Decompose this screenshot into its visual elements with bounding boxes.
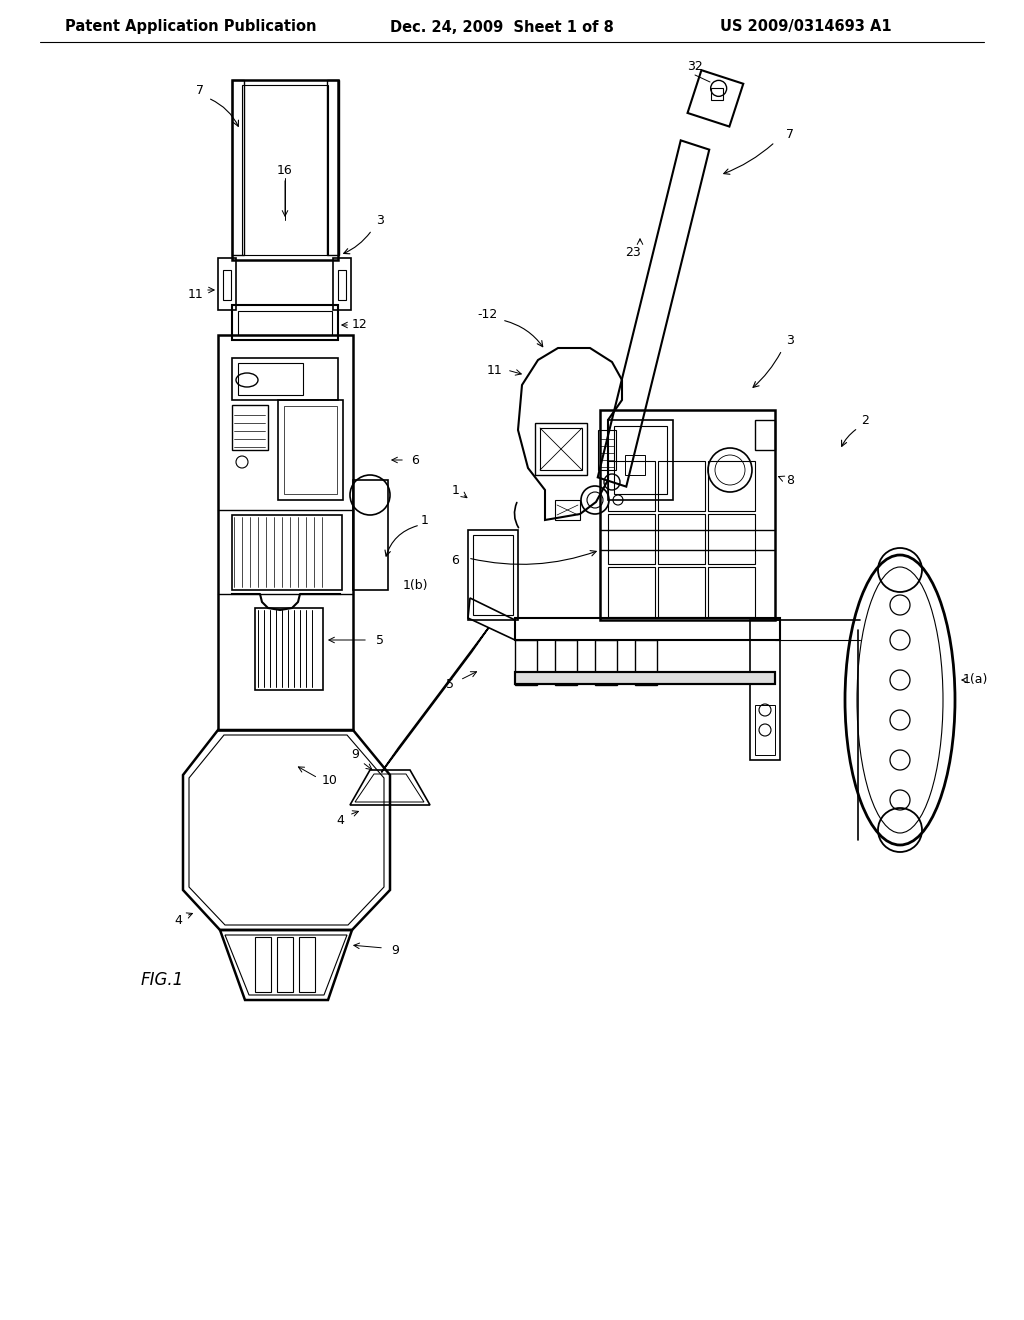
- Text: 1(b): 1(b): [402, 578, 428, 591]
- Text: 32: 32: [687, 61, 702, 74]
- Bar: [468, 531, 518, 620]
- Bar: [218, 335, 353, 730]
- Bar: [625, 455, 645, 475]
- Bar: [755, 420, 775, 450]
- Bar: [595, 640, 617, 685]
- Bar: [708, 568, 755, 616]
- Bar: [608, 461, 655, 511]
- Bar: [284, 407, 337, 494]
- Bar: [255, 609, 323, 690]
- Bar: [232, 81, 244, 255]
- Text: Patent Application Publication: Patent Application Publication: [65, 20, 316, 34]
- Bar: [238, 363, 303, 395]
- Bar: [278, 400, 343, 500]
- Text: 1: 1: [452, 483, 460, 496]
- Text: 9: 9: [391, 944, 399, 957]
- Text: 3: 3: [376, 214, 384, 227]
- Bar: [515, 618, 780, 640]
- Text: -12: -12: [478, 309, 498, 322]
- Text: 10: 10: [323, 774, 338, 787]
- Bar: [515, 640, 537, 685]
- Text: 12: 12: [352, 318, 368, 331]
- Text: 5: 5: [446, 678, 454, 692]
- Bar: [658, 513, 705, 564]
- Bar: [299, 937, 315, 993]
- Bar: [608, 420, 673, 500]
- Bar: [338, 271, 346, 300]
- Text: 6: 6: [411, 454, 419, 466]
- Text: 4: 4: [174, 913, 182, 927]
- Bar: [708, 461, 755, 511]
- Text: 11: 11: [487, 363, 503, 376]
- Text: 2: 2: [861, 413, 869, 426]
- Bar: [232, 305, 338, 341]
- Bar: [755, 705, 775, 755]
- Bar: [232, 515, 342, 590]
- Bar: [333, 257, 351, 310]
- Bar: [473, 535, 513, 615]
- Text: 7: 7: [196, 83, 204, 96]
- Bar: [750, 620, 780, 760]
- Text: US 2009/0314693 A1: US 2009/0314693 A1: [720, 20, 892, 34]
- Bar: [232, 358, 338, 400]
- Bar: [608, 513, 655, 564]
- Bar: [598, 430, 616, 470]
- Bar: [708, 513, 755, 564]
- Bar: [515, 672, 775, 684]
- Bar: [278, 937, 293, 993]
- Bar: [223, 271, 231, 300]
- Bar: [535, 422, 587, 475]
- Bar: [635, 640, 657, 685]
- Text: FIG.1: FIG.1: [140, 972, 183, 989]
- Text: 5: 5: [376, 634, 384, 647]
- Text: Dec. 24, 2009  Sheet 1 of 8: Dec. 24, 2009 Sheet 1 of 8: [390, 20, 613, 34]
- Bar: [608, 568, 655, 616]
- Bar: [555, 640, 577, 685]
- Text: 1: 1: [421, 513, 429, 527]
- Bar: [327, 81, 339, 255]
- Text: 6: 6: [451, 553, 459, 566]
- Text: 23: 23: [625, 246, 641, 259]
- Bar: [600, 411, 775, 620]
- Bar: [255, 937, 271, 993]
- Text: 1(a): 1(a): [963, 673, 988, 686]
- Bar: [614, 426, 667, 494]
- Bar: [232, 405, 268, 450]
- Bar: [515, 672, 775, 684]
- Text: 7: 7: [786, 128, 794, 141]
- Text: 16: 16: [278, 164, 293, 177]
- Text: 3: 3: [786, 334, 794, 346]
- Bar: [658, 568, 705, 616]
- Bar: [540, 428, 582, 470]
- Text: 11: 11: [188, 289, 204, 301]
- Text: 8: 8: [786, 474, 794, 487]
- Bar: [218, 257, 236, 310]
- Bar: [711, 88, 723, 100]
- Bar: [555, 500, 580, 520]
- Bar: [238, 312, 332, 335]
- Bar: [658, 461, 705, 511]
- Text: 4: 4: [336, 813, 344, 826]
- Text: 9: 9: [351, 748, 359, 762]
- Bar: [353, 480, 388, 590]
